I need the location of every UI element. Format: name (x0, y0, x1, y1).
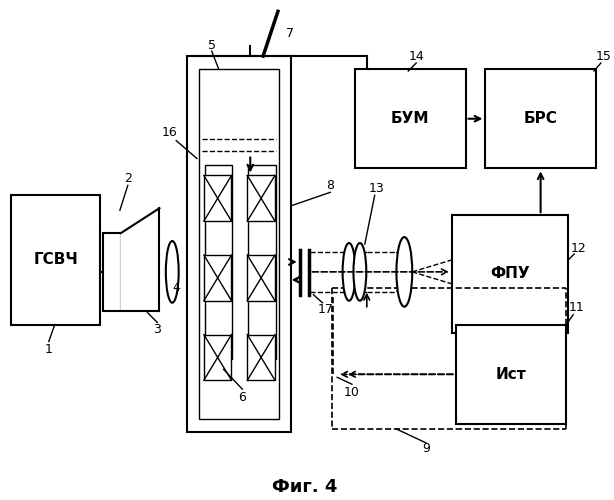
Text: 5: 5 (208, 38, 216, 52)
Text: 9: 9 (422, 442, 430, 456)
Text: 2: 2 (124, 172, 132, 185)
Text: 8: 8 (326, 179, 334, 192)
Ellipse shape (397, 237, 412, 306)
Bar (485, 69, 596, 168)
Bar (199, 69, 279, 419)
Text: 16: 16 (161, 126, 177, 139)
Text: 4: 4 (173, 282, 180, 294)
Bar (247, 176, 275, 221)
Bar (205, 166, 233, 360)
Text: 7: 7 (286, 26, 293, 40)
Bar (247, 255, 275, 300)
Text: БУМ: БУМ (391, 111, 430, 126)
Text: ГСВЧ: ГСВЧ (33, 252, 78, 268)
Bar (187, 56, 291, 432)
Text: 6: 6 (238, 390, 246, 404)
Bar (456, 324, 566, 424)
Bar (248, 166, 276, 360)
Text: 15: 15 (596, 50, 612, 62)
Ellipse shape (354, 243, 367, 300)
Bar (452, 215, 569, 332)
Bar (103, 233, 121, 310)
Polygon shape (121, 208, 160, 310)
Text: ФПУ: ФПУ (490, 266, 530, 281)
Text: 13: 13 (369, 182, 384, 195)
Text: Фиг. 4: Фиг. 4 (272, 478, 337, 496)
Text: 11: 11 (569, 301, 584, 314)
Bar (204, 176, 231, 221)
Text: 1: 1 (45, 343, 53, 356)
Bar (355, 69, 465, 168)
Text: 14: 14 (408, 50, 424, 62)
Bar (11, 196, 100, 324)
Bar (204, 255, 231, 300)
Text: Ист: Ист (495, 367, 526, 382)
Text: 10: 10 (344, 386, 360, 398)
Ellipse shape (343, 243, 356, 300)
Text: 3: 3 (154, 323, 161, 336)
Text: БРС: БРС (524, 111, 558, 126)
Bar (247, 334, 275, 380)
Text: 12: 12 (570, 242, 586, 254)
Text: 17: 17 (317, 303, 333, 316)
Ellipse shape (166, 241, 179, 302)
Bar (204, 334, 231, 380)
